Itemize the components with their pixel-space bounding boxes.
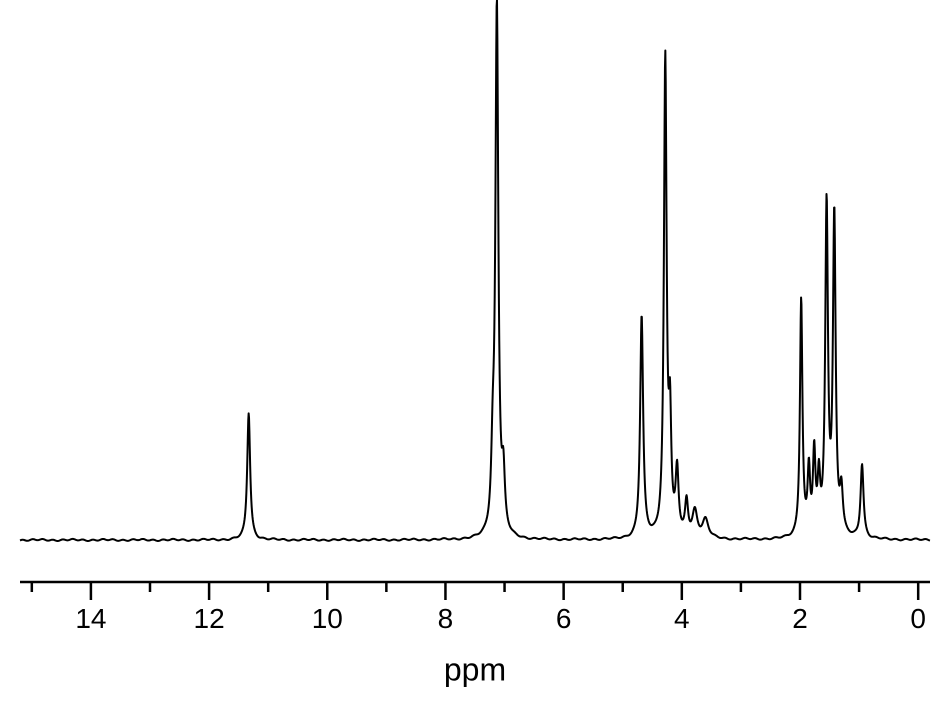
nmr-spectrum-chart: 14 12 10 8 6 4 2 0 ppm (0, 0, 950, 724)
x-axis-tick-label: 2 (792, 603, 808, 634)
x-axis-tick-label: 8 (438, 603, 454, 634)
x-axis-title: ppm (444, 651, 506, 687)
x-axis-tick-label: 0 (910, 603, 926, 634)
spectrum-line-layer (20, 0, 930, 541)
x-axis-layer: 14 12 10 8 6 4 2 0 (20, 582, 930, 634)
spectrum-trace (20, 0, 930, 541)
x-axis-tick-label: 12 (194, 603, 225, 634)
chart-svg: 14 12 10 8 6 4 2 0 ppm (0, 0, 950, 724)
x-axis-tick-label: 10 (312, 603, 343, 634)
x-axis-tick-label: 14 (75, 603, 106, 634)
x-axis-tick-label: 4 (674, 603, 690, 634)
x-axis-tick-label: 6 (556, 603, 572, 634)
